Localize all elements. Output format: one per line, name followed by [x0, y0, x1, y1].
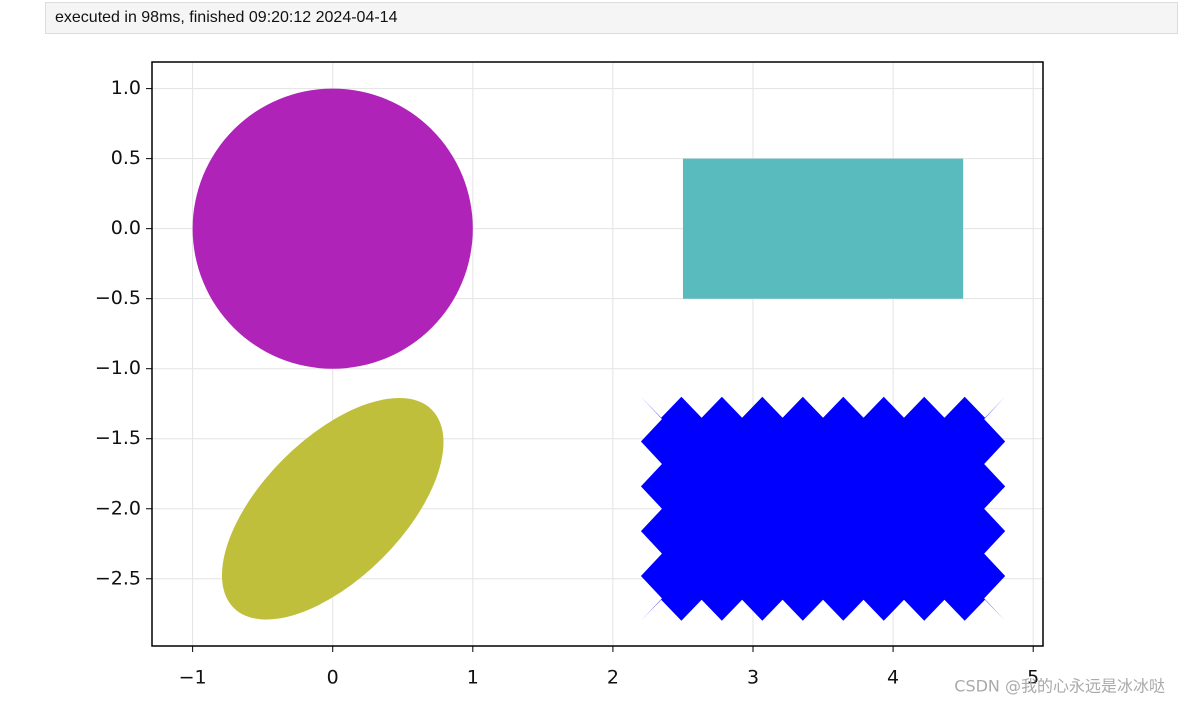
x-tick-label: 4 [887, 667, 899, 689]
x-tick-label: 1 [467, 667, 479, 689]
watermark: CSDN @我的心永远是冰冰哒 [954, 677, 1165, 696]
x-tick-label: 0 [327, 667, 339, 689]
y-tick-label: −1.5 [95, 427, 141, 449]
y-tick-label: −2.5 [95, 567, 141, 589]
circle-patch [192, 88, 473, 369]
y-tick-label: −1.0 [95, 357, 141, 379]
sawtooth-patch [640, 396, 1006, 621]
y-tick-label: 1.0 [111, 77, 141, 99]
y-tick-label: −2.0 [95, 497, 141, 519]
rectangle-patch [682, 158, 964, 299]
x-tick-label: −1 [179, 667, 207, 689]
x-tick-label: 3 [747, 667, 759, 689]
y-tick-label: 0.0 [111, 217, 141, 239]
x-tick-label: 5 [1027, 667, 1039, 689]
execution-status: executed in 98ms, finished 09:20:12 2024… [45, 2, 1178, 34]
x-tick-label: 2 [607, 667, 619, 689]
ellipse-patch [221, 397, 444, 620]
y-tick-label: 0.5 [111, 147, 141, 169]
y-tick-label: −0.5 [95, 287, 141, 309]
axes-frame [151, 61, 1044, 647]
